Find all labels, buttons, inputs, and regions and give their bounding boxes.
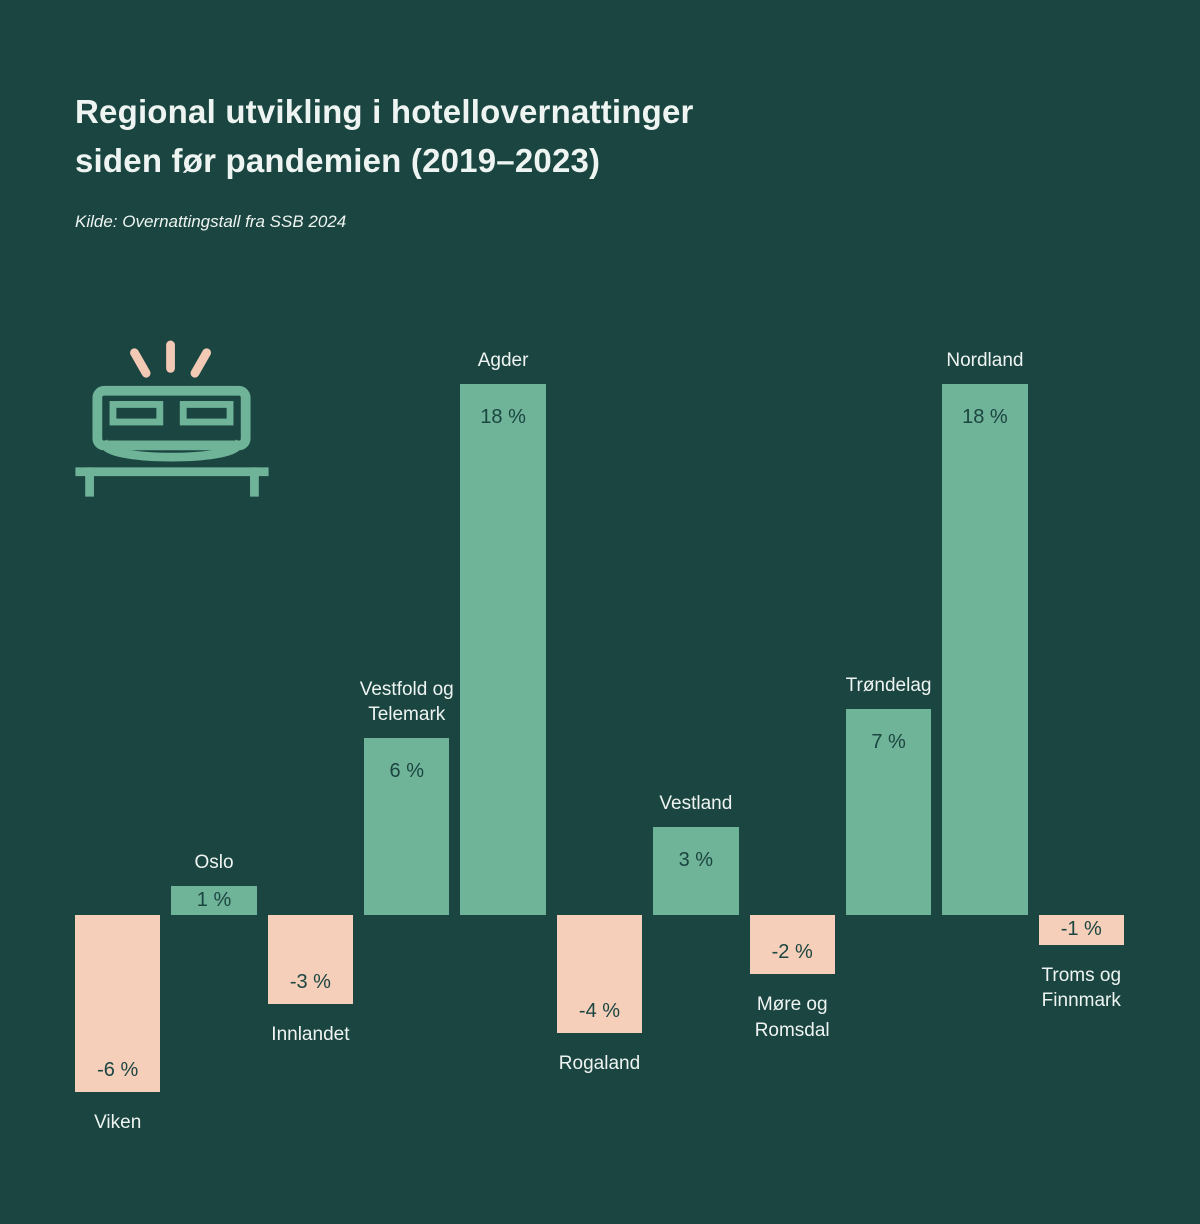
positive-bar: 18 %	[460, 384, 546, 915]
bar-group: -1 % Troms og Finnmark	[1038, 340, 1124, 1160]
bar-group: -4 % Rogaland	[556, 340, 643, 1160]
negative-bar: -4 %	[556, 915, 643, 1033]
bar-value-label: -1 %	[1060, 918, 1102, 941]
positive-bar: 18 %	[942, 384, 1028, 915]
bar-group: 7 % Trøndelag	[846, 340, 931, 1160]
bar-group: 6 % Vestfold og Telemark	[360, 340, 454, 1160]
bar-category-label: Vestland	[659, 792, 733, 814]
bar-value-label: 18 %	[480, 406, 526, 428]
bar-category-label: Agder	[477, 350, 529, 372]
bar-group: -2 % Møre og Romsdal	[749, 340, 835, 1160]
positive-bar: 1 %	[171, 885, 257, 915]
bar-category-label: Rogaland	[558, 1053, 641, 1074]
title-line-1: Regional utvikling i hotellovernattinger	[75, 93, 694, 130]
negative-bar: -1 %	[1038, 915, 1124, 945]
bed-glyph	[75, 385, 269, 497]
bar-value-label: 1 %	[196, 888, 232, 911]
bed-icon-svg	[75, 340, 269, 497]
bar-value-label: -6 %	[97, 1059, 139, 1081]
bar-category-label: Møre og Romsdal	[754, 994, 830, 1041]
bar-value-label: 6 %	[389, 760, 424, 782]
bar-group: 18 % Agder	[460, 340, 546, 1160]
bar-category-label: Troms og Finnmark	[1041, 964, 1122, 1012]
positive-bar: 7 %	[845, 708, 932, 915]
negative-bar: -6 %	[75, 915, 161, 1092]
bar-value-label: -4 %	[578, 1000, 621, 1022]
bar-group: -3 % Innlandet	[267, 340, 354, 1160]
bar-category-label: Viken	[94, 1112, 142, 1133]
negative-bar: -2 %	[749, 915, 835, 974]
page-title: Regional utvikling i hotellovernattinger…	[75, 88, 694, 186]
bar-value-label: 18 %	[962, 406, 1008, 428]
bar-group: 18 % Nordland	[942, 340, 1028, 1160]
bar-value-label: -2 %	[771, 941, 813, 963]
sparkle-icon	[130, 340, 212, 378]
bar-category-label: Trøndelag	[845, 674, 932, 696]
positive-bar: 6 %	[364, 738, 450, 915]
title-line-2: siden før pandemien (2019–2023)	[75, 141, 601, 179]
bar-category-label: Oslo	[194, 851, 234, 873]
bar-group: 3 % Vestland	[653, 340, 739, 1160]
bar-group: 1 % Oslo	[171, 340, 257, 1160]
bar-value-label: 3 %	[678, 848, 714, 871]
bar-value-label: -3 %	[289, 970, 331, 993]
bar-group: -6 % Viken	[75, 340, 161, 1160]
bar-category-label: Innlandet	[271, 1023, 350, 1045]
source-note: Kilde: Overnattingstall fra SSB 2024	[75, 212, 347, 231]
negative-bar: -3 %	[267, 915, 354, 1004]
bar-category-label: Vestfold og Telemark	[359, 678, 454, 726]
positive-bar: 3 %	[653, 826, 739, 915]
bed-icon	[72, 338, 272, 510]
bar-category-label: Nordland	[946, 350, 1024, 372]
bar-chart: -6 % Viken 1 % Oslo -3 % Innlandet 6 % Vestfold…	[75, 340, 1124, 1160]
bar-value-label: 7 %	[871, 730, 906, 753]
